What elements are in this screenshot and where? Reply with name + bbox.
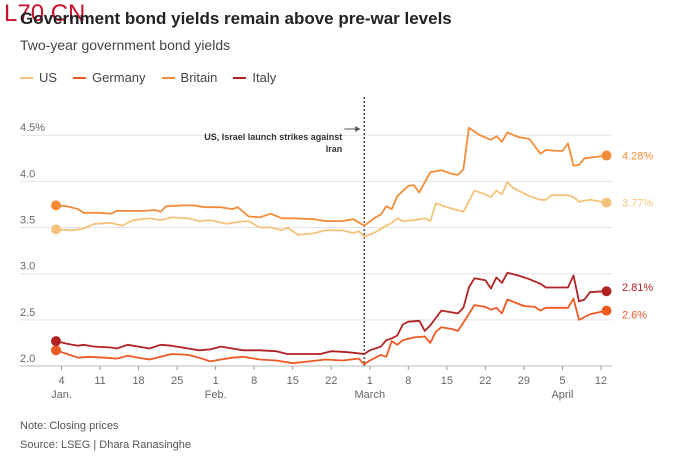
x-tick-label: 22	[479, 375, 491, 387]
x-tick-label: 8	[405, 375, 411, 387]
y-tick-label: 4.0	[20, 168, 35, 180]
legend-label-italy: Italy	[252, 70, 277, 85]
legend-item-germany: Germany	[73, 70, 146, 85]
series-start-dot-italy	[51, 336, 61, 347]
y-tick-label: 4.5%	[20, 122, 45, 134]
chart-note: Note: Closing prices	[20, 420, 119, 432]
legend-label-britain: Britain	[180, 70, 218, 85]
legend-swatch-germany	[73, 76, 87, 79]
series-line-britain	[55, 126, 607, 227]
series-line-italy	[55, 271, 607, 355]
legend-swatch-britain	[161, 76, 175, 79]
x-tick-label: 18	[132, 375, 144, 387]
chart-legend: US Germany Britain Italy	[20, 70, 276, 85]
series-end-dot-us	[601, 197, 612, 208]
y-tick-label: 3.5	[20, 215, 35, 227]
legend-label-germany: Germany	[92, 70, 146, 85]
y-tick-label: 2.5	[20, 307, 35, 319]
legend-item-italy: Italy	[233, 70, 276, 85]
legend-item-us: US	[20, 70, 57, 85]
series-end-dot-britain	[601, 150, 612, 161]
chart-subtitle: Two-year government bond yields	[20, 37, 231, 53]
x-tick-label: 15	[441, 375, 453, 387]
x-tick-label: 12	[595, 375, 607, 387]
series-end-label-italy: 2.81%	[622, 282, 653, 294]
series-end-dot-italy	[601, 286, 612, 297]
chart-title: Government bond yields remain above pre-…	[20, 9, 452, 28]
series-end-label-germany: 2.6%	[622, 310, 647, 322]
x-tick-label: 5	[559, 375, 565, 387]
annotation-arrowhead	[355, 126, 361, 132]
watermark-logo: L70 CN	[4, 0, 86, 27]
legend-swatch-italy	[233, 76, 247, 79]
x-tick-label: 22	[325, 375, 337, 387]
x-month-label: March	[355, 389, 386, 401]
series-end-label-britain: 4.28%	[622, 151, 653, 163]
legend-label-us: US	[39, 70, 58, 85]
annotation-text: US, Israel launch strikes against	[204, 132, 342, 142]
y-tick-label: 3.0	[20, 261, 35, 273]
x-tick-label: 15	[287, 375, 299, 387]
series-end-dot-germany	[601, 305, 612, 316]
series-line-germany	[55, 297, 607, 366]
series-start-dot-britain	[51, 200, 61, 211]
series-line-us	[55, 181, 607, 238]
x-tick-label: 1	[213, 375, 219, 387]
x-month-label: April	[551, 389, 573, 401]
series-start-dot-us	[51, 224, 61, 235]
series-end-label-us: 3.77%	[622, 198, 653, 210]
x-tick-label: 8	[251, 375, 257, 387]
chart-source: Source: LSEG | Dhara Ranasinghe	[20, 439, 192, 451]
legend-swatch-us	[20, 76, 33, 79]
x-tick-label: 29	[518, 375, 530, 387]
x-tick-label: 4	[58, 375, 64, 387]
x-tick-label: 11	[94, 375, 105, 387]
x-month-label: Jan.	[51, 389, 72, 401]
x-tick-label: 25	[171, 375, 183, 387]
y-tick-label: 2.0	[20, 353, 35, 365]
x-month-label: Feb.	[205, 389, 227, 401]
x-tick-label: 1	[367, 375, 373, 387]
legend-item-britain: Britain	[161, 70, 218, 85]
annotation-text: Iran	[326, 144, 343, 154]
series-start-dot-germany	[51, 345, 61, 356]
